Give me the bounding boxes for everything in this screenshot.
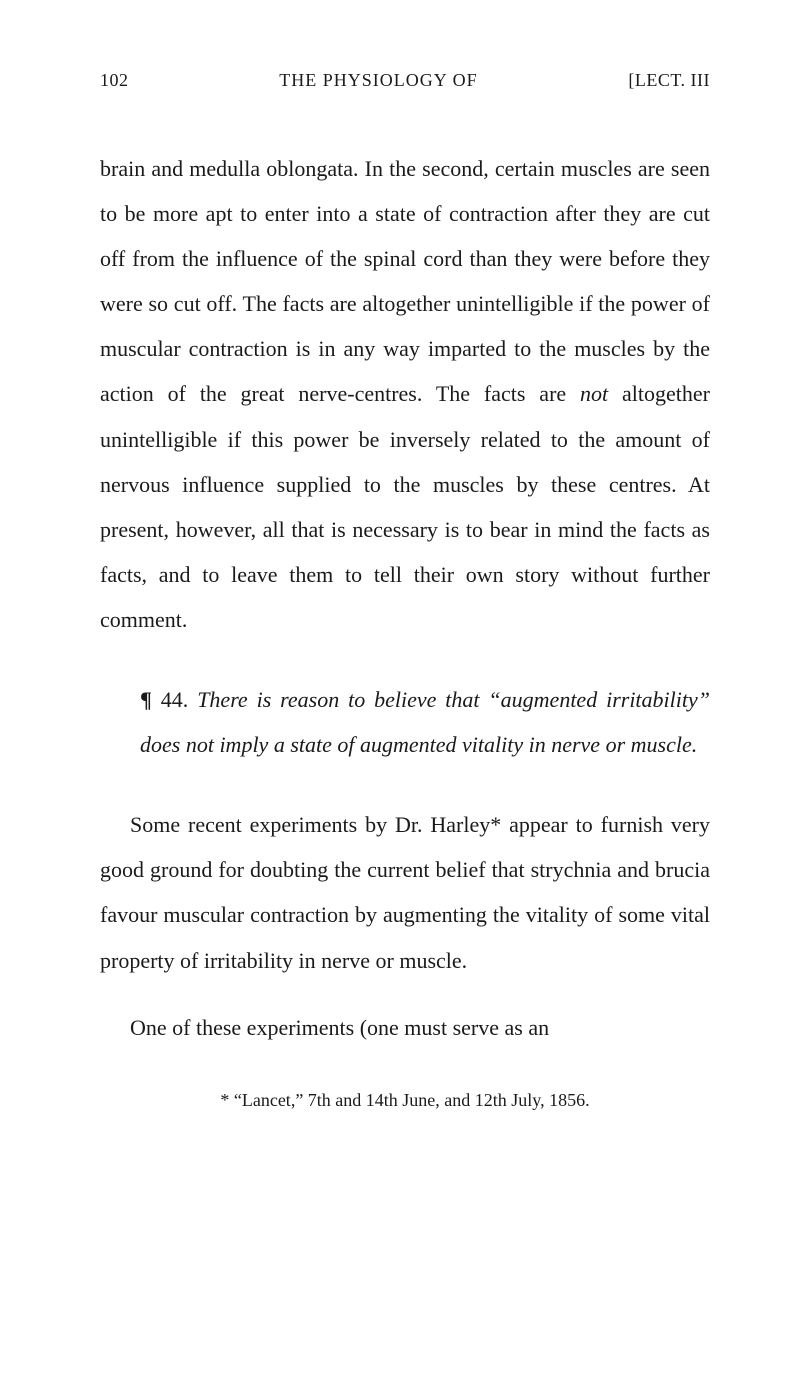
text-run: altogether unintelligible if this power … bbox=[100, 381, 710, 631]
running-title: THE PHYSIOLOGY OF bbox=[279, 70, 477, 91]
page: 102 THE PHYSIOLOGY OF [LECT. III brain a… bbox=[0, 0, 800, 1171]
section-number: 44. bbox=[152, 687, 197, 712]
pilcrow-icon: ¶ bbox=[140, 687, 152, 712]
section-marker: [LECT. III bbox=[628, 70, 710, 91]
body-paragraph-1: brain and medulla oblongata. In the seco… bbox=[100, 146, 710, 642]
running-header: 102 THE PHYSIOLOGY OF [LECT. III bbox=[100, 70, 710, 91]
text-run: brain and medulla oblongata. In the seco… bbox=[100, 156, 710, 406]
body-paragraph-3: One of these experiments (one must serve… bbox=[100, 1005, 710, 1050]
page-number: 102 bbox=[100, 70, 129, 91]
section-heading: ¶ 44. There is reason to believe that “a… bbox=[100, 677, 710, 767]
footnote: * “Lancet,” 7th and 14th June, and 12th … bbox=[100, 1090, 710, 1111]
body-paragraph-2: Some recent experiments by Dr. Harley* a… bbox=[100, 802, 710, 982]
italic-word: not bbox=[580, 381, 608, 406]
section-title: There is reason to believe that “augment… bbox=[140, 687, 710, 757]
